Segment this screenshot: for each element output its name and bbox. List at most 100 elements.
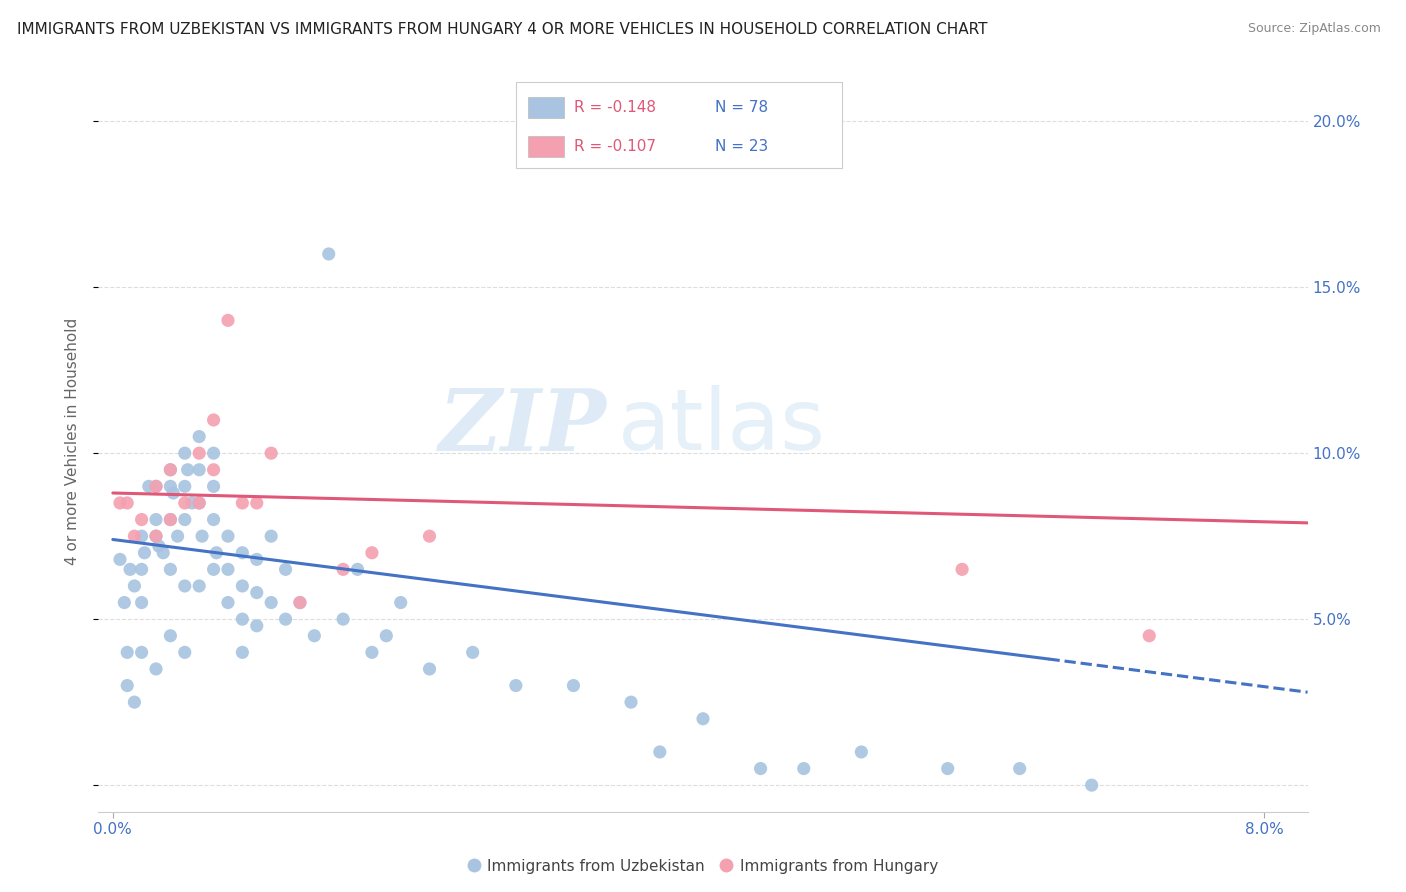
Point	[188, 429, 211, 443]
Point	[231, 496, 253, 510]
FancyBboxPatch shape	[527, 136, 564, 156]
Point	[461, 645, 484, 659]
Text: Source: ZipAtlas.com: Source: ZipAtlas.com	[1247, 22, 1381, 36]
Point	[159, 463, 181, 477]
Point	[188, 496, 211, 510]
Point	[332, 562, 354, 576]
Point	[562, 679, 585, 693]
Point	[318, 247, 340, 261]
Point	[246, 552, 269, 566]
Point	[202, 463, 225, 477]
Point	[173, 579, 195, 593]
Point	[176, 463, 198, 477]
Point	[145, 479, 167, 493]
Point	[793, 762, 815, 776]
Point	[148, 539, 170, 553]
Point	[108, 552, 131, 566]
Point	[1137, 629, 1160, 643]
FancyBboxPatch shape	[527, 97, 564, 118]
Point	[173, 496, 195, 510]
Point	[112, 596, 135, 610]
Point	[131, 645, 153, 659]
Point	[159, 512, 181, 526]
Text: IMMIGRANTS FROM UZBEKISTAN VS IMMIGRANTS FROM HUNGARY 4 OR MORE VEHICLES IN HOUS: IMMIGRANTS FROM UZBEKISTAN VS IMMIGRANTS…	[17, 22, 987, 37]
Point	[692, 712, 714, 726]
Point	[188, 496, 211, 510]
Point	[260, 596, 283, 610]
Point	[620, 695, 643, 709]
Point	[131, 596, 153, 610]
Point	[115, 645, 138, 659]
Point	[274, 612, 297, 626]
Point	[166, 529, 188, 543]
Y-axis label: 4 or more Vehicles in Household: 4 or more Vehicles in Household	[65, 318, 80, 566]
Point	[202, 562, 225, 576]
Point	[288, 596, 311, 610]
Point	[173, 512, 195, 526]
Point	[1008, 762, 1031, 776]
Point	[191, 529, 214, 543]
Point	[131, 562, 153, 576]
Point	[936, 762, 959, 776]
Point	[202, 479, 225, 493]
Point	[418, 529, 440, 543]
Point	[188, 446, 211, 460]
Point	[115, 679, 138, 693]
Point	[159, 479, 181, 493]
Point	[246, 619, 269, 633]
Point	[145, 529, 167, 543]
Point	[131, 512, 153, 526]
Point	[173, 479, 195, 493]
Point	[188, 463, 211, 477]
Point	[260, 446, 283, 460]
Point	[202, 413, 225, 427]
Point	[124, 695, 146, 709]
Point	[152, 546, 174, 560]
Text: N = 23: N = 23	[716, 138, 768, 153]
Point	[950, 562, 973, 576]
Point	[173, 446, 195, 460]
Point	[361, 546, 384, 560]
Point	[418, 662, 440, 676]
Point	[851, 745, 873, 759]
Point	[304, 629, 326, 643]
Point	[115, 496, 138, 510]
Point	[124, 579, 146, 593]
Point	[217, 313, 239, 327]
Point	[188, 579, 211, 593]
Point	[202, 446, 225, 460]
FancyBboxPatch shape	[516, 82, 842, 168]
Point	[274, 562, 297, 576]
Point	[1080, 778, 1102, 792]
Point	[145, 512, 167, 526]
Point	[159, 512, 181, 526]
Point	[134, 546, 156, 560]
Point	[159, 562, 181, 576]
Point	[749, 762, 772, 776]
Text: R = -0.148: R = -0.148	[574, 100, 655, 115]
Point	[246, 496, 269, 510]
Point	[131, 529, 153, 543]
Point	[361, 645, 384, 659]
Text: R = -0.107: R = -0.107	[574, 138, 655, 153]
Point	[231, 645, 253, 659]
Point	[145, 662, 167, 676]
Point	[145, 479, 167, 493]
Point	[389, 596, 412, 610]
Text: atlas: atlas	[619, 385, 827, 468]
Legend: Immigrants from Uzbekistan, Immigrants from Hungary: Immigrants from Uzbekistan, Immigrants f…	[461, 853, 945, 880]
Point	[217, 596, 239, 610]
Point	[375, 629, 398, 643]
Point	[231, 579, 253, 593]
Point	[505, 679, 527, 693]
Point	[231, 612, 253, 626]
Point	[205, 546, 228, 560]
Point	[332, 612, 354, 626]
Point	[202, 512, 225, 526]
Point	[159, 463, 181, 477]
Point	[288, 596, 311, 610]
Point	[217, 529, 239, 543]
Point	[217, 562, 239, 576]
Point	[346, 562, 368, 576]
Text: N = 78: N = 78	[716, 100, 768, 115]
